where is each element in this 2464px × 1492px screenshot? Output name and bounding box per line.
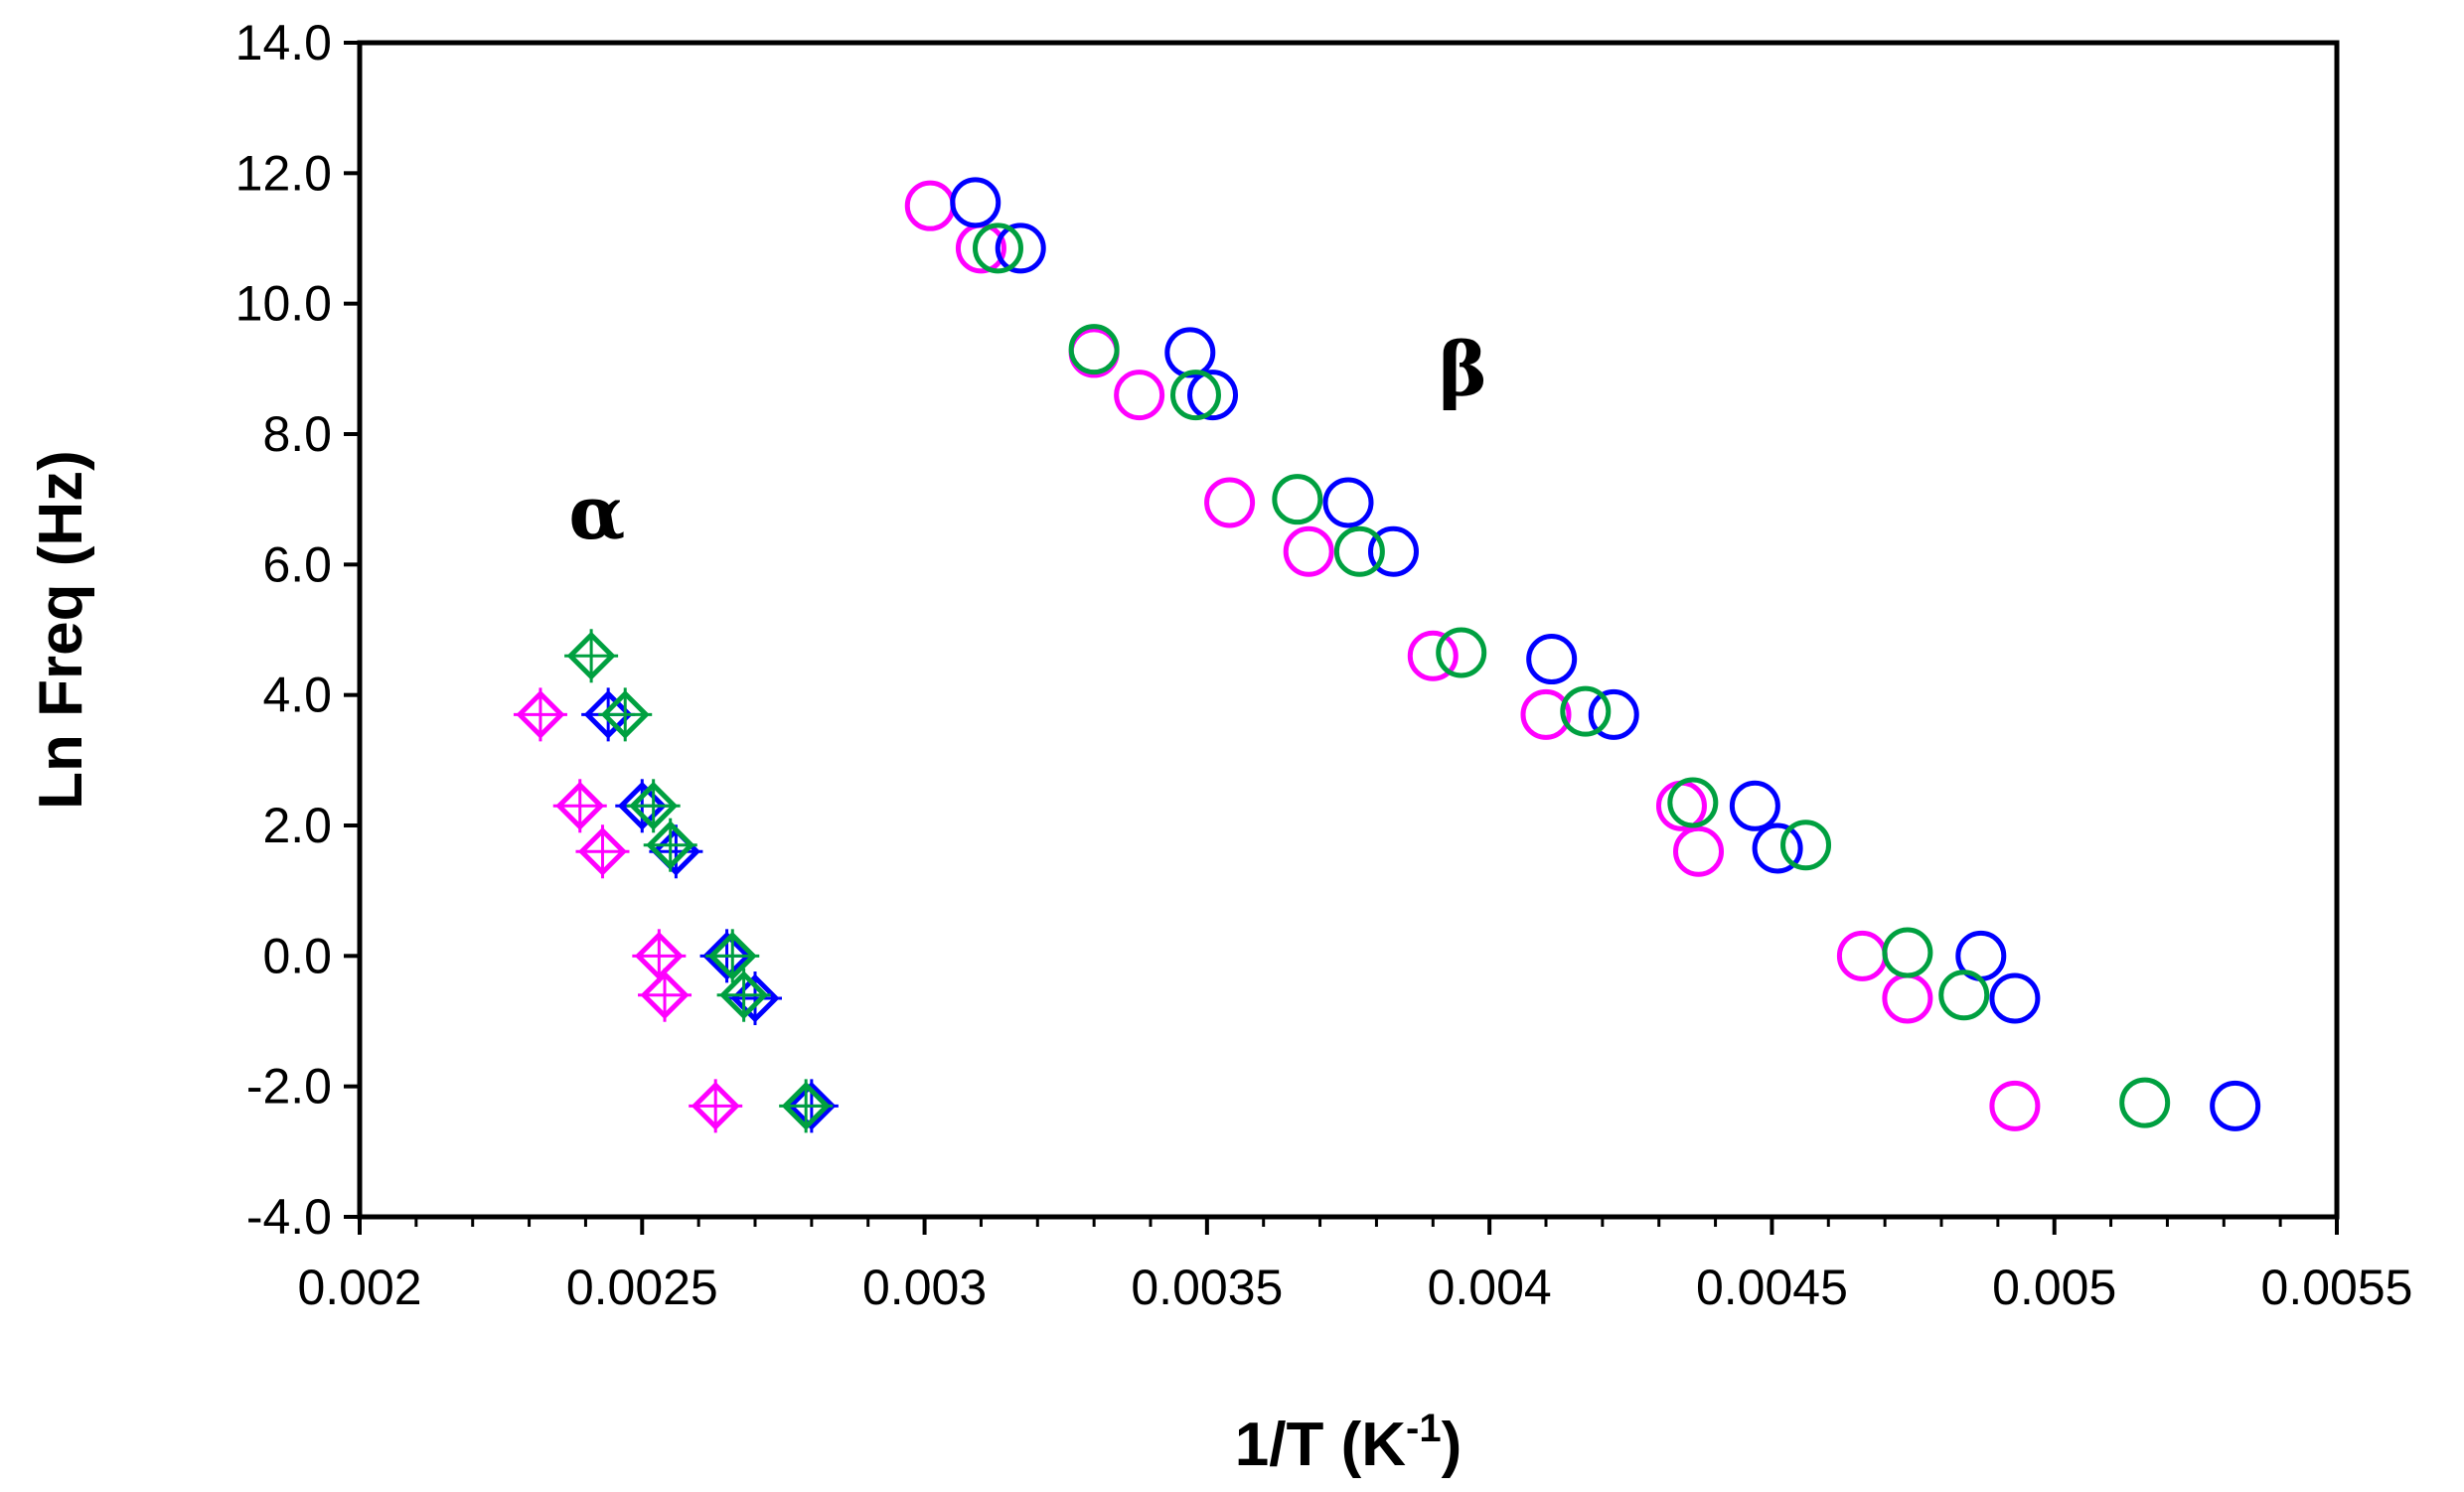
annotation-alpha: α — [568, 471, 625, 556]
x-axis-title-end: ) — [1442, 1411, 1463, 1479]
alpha-green-point — [626, 779, 681, 833]
beta-green-point — [1068, 324, 1120, 375]
y-tick-label: 14.0 — [235, 15, 332, 71]
beta-magenta-point — [1204, 477, 1256, 528]
y-tick-label: -2.0 — [246, 1059, 332, 1115]
x-axis-title-exponent: -1 — [1406, 1407, 1442, 1450]
beta-green-point — [1560, 685, 1612, 737]
beta-magenta-point — [1989, 1080, 2041, 1131]
x-axis-title-main: 1/T (K — [1235, 1411, 1406, 1479]
beta-green-point — [1882, 927, 1933, 978]
beta-green-point — [1780, 820, 1832, 871]
x-tick-label: 0.002 — [297, 1260, 421, 1315]
alpha-green-point — [779, 1079, 834, 1133]
beta-green-point — [1667, 777, 1719, 828]
alpha-blue-point — [728, 971, 782, 1026]
beta-blue-point — [1322, 477, 1374, 528]
y-tick-label: 4.0 — [262, 668, 332, 723]
beta-blue-point — [1729, 780, 1780, 831]
beta-blue-point — [1752, 822, 1803, 874]
y-axis-title: Ln Freq (Hz) — [27, 450, 95, 810]
beta-blue-point — [1164, 327, 1216, 378]
alpha-magenta-point — [638, 968, 693, 1022]
beta-blue-point — [1989, 972, 2041, 1024]
alpha-magenta-point — [632, 929, 687, 983]
alpha-green-point — [598, 687, 653, 742]
beta-blue-point — [995, 223, 1046, 274]
beta-green-point — [972, 223, 1023, 274]
x-tick-label: 0.0045 — [1696, 1260, 1848, 1315]
beta-blue-point — [2210, 1080, 2261, 1131]
x-tick-label: 0.003 — [862, 1260, 987, 1315]
alpha-magenta-point — [575, 824, 630, 879]
beta-magenta-point — [1882, 972, 1933, 1024]
alpha-magenta-point — [513, 687, 567, 742]
beta-magenta-point — [1407, 630, 1459, 681]
y-tick-label: 0.0 — [262, 928, 332, 983]
alpha-magenta-point — [552, 779, 607, 833]
y-tick-label: 8.0 — [262, 406, 332, 462]
beta-blue-point — [950, 177, 1001, 228]
beta-magenta-point — [1114, 370, 1165, 421]
x-tick-label: 0.0025 — [566, 1260, 718, 1315]
axis-ticks: -4.0 -2.0 0.0 2.0 4.0 6.0 8.0 10.0 12.0 14.0 0.002… — [235, 15, 2413, 1315]
beta-green-point — [1436, 627, 1487, 678]
x-tick-label: 0.0035 — [1131, 1260, 1283, 1315]
beta-magenta-point — [1836, 930, 1888, 981]
data-marks — [513, 177, 2261, 1133]
beta-green-point — [1333, 525, 1385, 577]
alpha-green-point — [716, 968, 771, 1022]
x-tick-label: 0.0055 — [2261, 1260, 2413, 1315]
annotation-beta: β — [1439, 328, 1487, 413]
beta-green-point — [1938, 970, 1990, 1021]
y-tick-label: 12.0 — [235, 145, 332, 201]
y-tick-label: -4.0 — [246, 1189, 332, 1245]
beta-magenta-point — [1673, 825, 1725, 877]
beta-blue-point — [1526, 634, 1578, 685]
x-tick-label: 0.004 — [1428, 1260, 1552, 1315]
alpha-green-point — [643, 818, 697, 872]
y-tick-label: 10.0 — [235, 276, 332, 332]
x-axis-title: 1/T (K-1) — [1235, 1407, 1462, 1479]
beta-blue-point — [1367, 525, 1419, 577]
beta-magenta-point — [1283, 525, 1334, 577]
plot-area — [357, 40, 2340, 1220]
y-tick-label: 2.0 — [262, 798, 332, 853]
beta-magenta-point — [1520, 688, 1572, 740]
y-tick-label: 6.0 — [262, 536, 332, 592]
beta-green-point — [2119, 1077, 2171, 1128]
beta-blue-point — [1588, 688, 1639, 740]
x-tick-label: 0.005 — [1992, 1260, 2116, 1315]
beta-magenta-point — [904, 180, 956, 231]
alpha-green-point — [705, 929, 760, 983]
beta-green-point — [1272, 474, 1323, 525]
beta-blue-point — [1187, 370, 1239, 421]
alpha-magenta-point — [689, 1079, 743, 1133]
alpha-green-point — [564, 629, 619, 683]
beta-green-point — [1169, 370, 1221, 421]
